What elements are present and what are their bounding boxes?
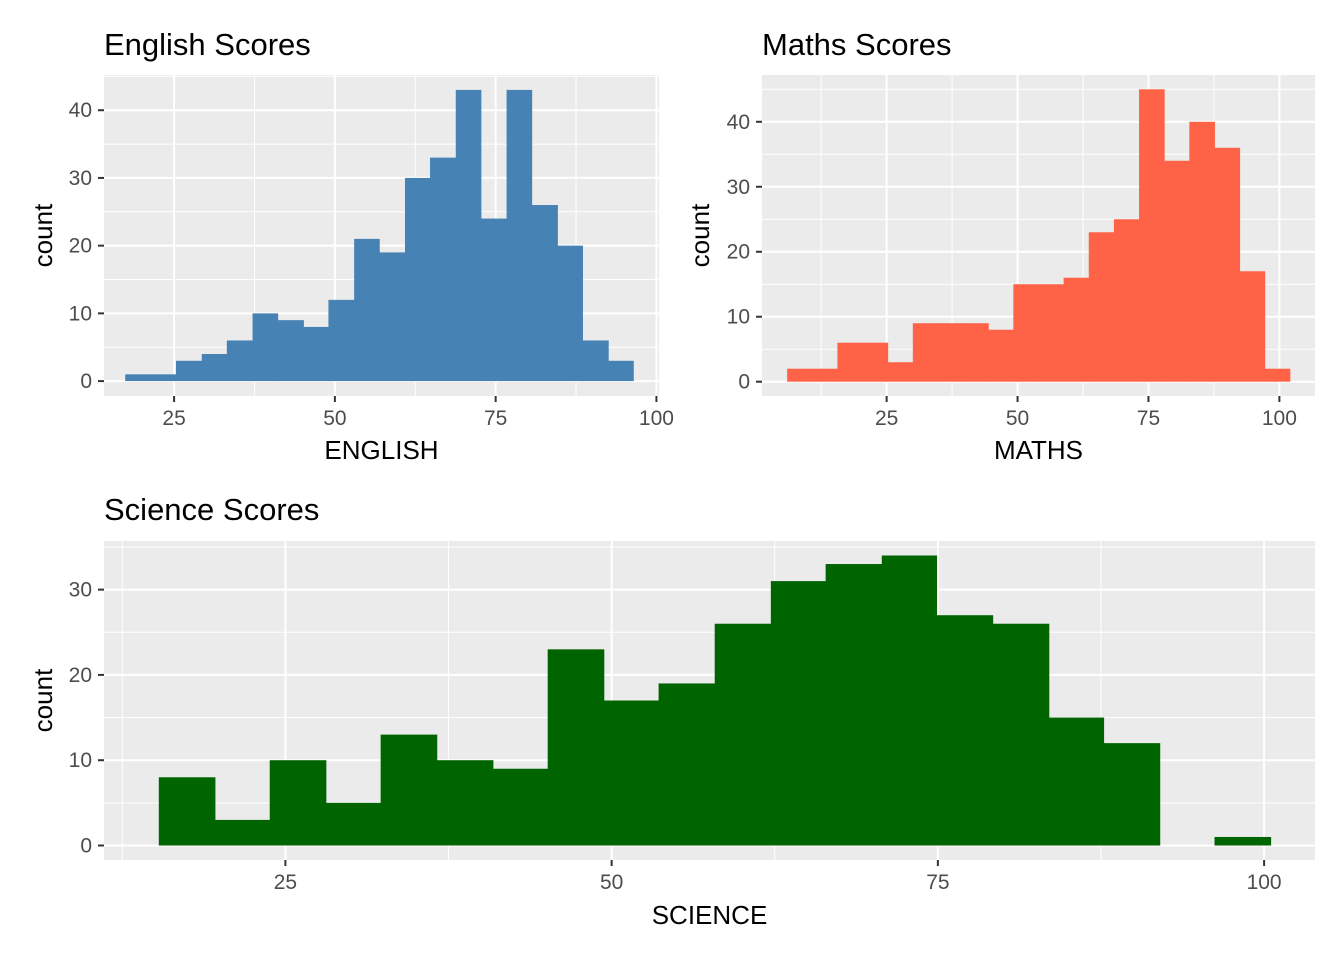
english-scores-bar [404, 177, 431, 382]
x-tick-label: 50 [1006, 407, 1029, 430]
maths-scores-bar [1239, 271, 1266, 382]
english-scores-bar [430, 157, 457, 382]
y-axis-title: count [685, 203, 715, 267]
maths-scores-bar [1189, 121, 1215, 382]
english-scores-bar [201, 354, 228, 382]
science-scores-bar [1048, 717, 1105, 846]
x-tick-label: 50 [600, 871, 623, 894]
maths-scores-bar [1088, 232, 1115, 382]
maths-scores-title: Maths Scores [762, 27, 952, 62]
x-tick-label: 25 [875, 407, 898, 430]
science-scores-bar [936, 615, 994, 846]
maths-scores-bar [1013, 284, 1039, 382]
maths-scores-panel: 25 50 75 100 0 10 20 30 40 Maths Scores MATHS count [685, 27, 1315, 465]
english-scores-bar [252, 313, 279, 382]
maths-scores-bar [1139, 89, 1165, 382]
english-scores-bar [226, 340, 254, 382]
y-tick-label: 20 [69, 235, 92, 258]
y-tick-label: 0 [738, 371, 750, 394]
science-scores-bar [770, 581, 827, 846]
maths-scores-bar [812, 368, 838, 382]
science-scores-bar [1214, 836, 1272, 846]
english-scores-bar [608, 360, 634, 382]
x-tick-label: 75 [926, 871, 949, 894]
maths-scores-bar [1264, 368, 1291, 382]
x-tick-label: 50 [323, 407, 346, 430]
x-axis-title: ENGLISH [324, 435, 438, 465]
maths-scores-bar [1164, 160, 1190, 382]
maths-scores-bar [1063, 277, 1090, 382]
x-tick-label: 75 [484, 407, 507, 430]
x-tick-label: 25 [162, 407, 185, 430]
maths-scores-bar [1214, 147, 1241, 382]
english-scores-bar [328, 299, 355, 382]
science-scores-bar [380, 734, 438, 846]
science-scores-bar [992, 623, 1050, 846]
maths-scores-bar [988, 329, 1014, 382]
science-scores-bar [436, 760, 494, 846]
y-tick-label: 30 [69, 579, 92, 602]
maths-scores-bar [862, 342, 889, 382]
english-scores-bar [379, 252, 406, 382]
x-tick-label: 75 [1137, 407, 1160, 430]
english-scores-panel: 25 50 75 100 0 10 20 30 40 English Scores ENGLISH c… [28, 27, 674, 465]
english-scores-bar [150, 374, 177, 382]
english-scores-bar [480, 218, 508, 382]
x-tick-label: 100 [639, 407, 674, 430]
y-axis-title: count [28, 203, 58, 267]
science-scores-bar [492, 768, 549, 846]
y-tick-label: 20 [727, 241, 750, 264]
english-scores-bar [303, 326, 329, 382]
maths-scores-bar [787, 368, 813, 382]
science-scores-panel: 25 50 75 100 0 10 20 30 Science Scores SCIENCE cou… [28, 492, 1315, 930]
english-scores-bar [455, 89, 482, 382]
x-tick-label: 25 [274, 871, 297, 894]
y-tick-label: 10 [69, 302, 92, 325]
y-axis-title: count [28, 668, 58, 732]
y-tick-label: 0 [80, 370, 92, 393]
english-scores-title: English Scores [104, 27, 311, 62]
science-scores-bar [269, 760, 327, 846]
english-scores-bar [277, 320, 304, 382]
y-tick-label: 40 [69, 99, 92, 122]
maths-scores-bar [912, 323, 939, 382]
y-tick-label: 20 [69, 664, 92, 687]
y-tick-label: 10 [727, 306, 750, 329]
y-tick-label: 30 [727, 176, 750, 199]
maths-scores-bar [937, 323, 964, 382]
science-scores-bar [325, 802, 382, 846]
english-scores-bar [582, 340, 609, 382]
maths-scores-bar [1038, 284, 1065, 382]
science-scores-bar [881, 555, 938, 846]
x-tick-label: 100 [1262, 407, 1297, 430]
science-scores-bar [214, 819, 271, 846]
maths-scores-bar [963, 323, 989, 382]
maths-scores-bar [1113, 219, 1140, 382]
english-scores-bar [557, 245, 583, 382]
y-tick-label: 30 [69, 167, 92, 190]
science-scores-bar [158, 777, 216, 846]
science-scores-bar [547, 649, 605, 846]
english-scores-bar [354, 238, 380, 382]
english-scores-bar [125, 374, 152, 382]
science-scores-bar [714, 623, 772, 846]
x-axis-title: SCIENCE [652, 900, 768, 930]
x-tick-label: 100 [1247, 871, 1282, 894]
y-tick-label: 0 [80, 835, 92, 858]
y-tick-label: 10 [69, 749, 92, 772]
science-scores-bar [825, 564, 883, 846]
english-scores-bar [531, 205, 558, 382]
science-scores-bar [603, 700, 660, 846]
science-scores-bar [658, 683, 716, 846]
x-axis-title: MATHS [994, 435, 1083, 465]
english-scores-bar [506, 89, 533, 382]
maths-scores-bar [837, 342, 864, 382]
y-tick-label: 40 [727, 111, 750, 134]
english-scores-bar [176, 360, 203, 382]
science-scores-bar [1103, 743, 1161, 846]
science-scores-title: Science Scores [104, 492, 319, 527]
maths-scores-bar [887, 362, 914, 382]
